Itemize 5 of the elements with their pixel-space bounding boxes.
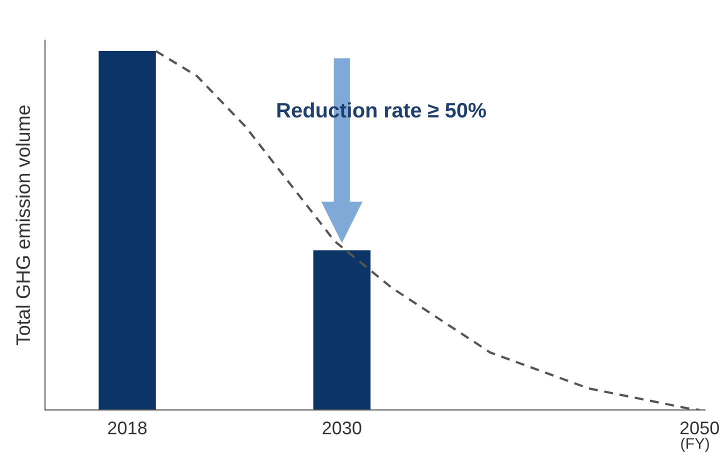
x-axis-title: (FY) — [681, 438, 709, 452]
y-axis-title: Total GHG emission volume — [16, 105, 30, 346]
x-tick-label: 2018 — [108, 422, 147, 434]
x-tick-label: 2050 — [680, 422, 719, 434]
x-tick-label: 2030 — [322, 422, 362, 434]
